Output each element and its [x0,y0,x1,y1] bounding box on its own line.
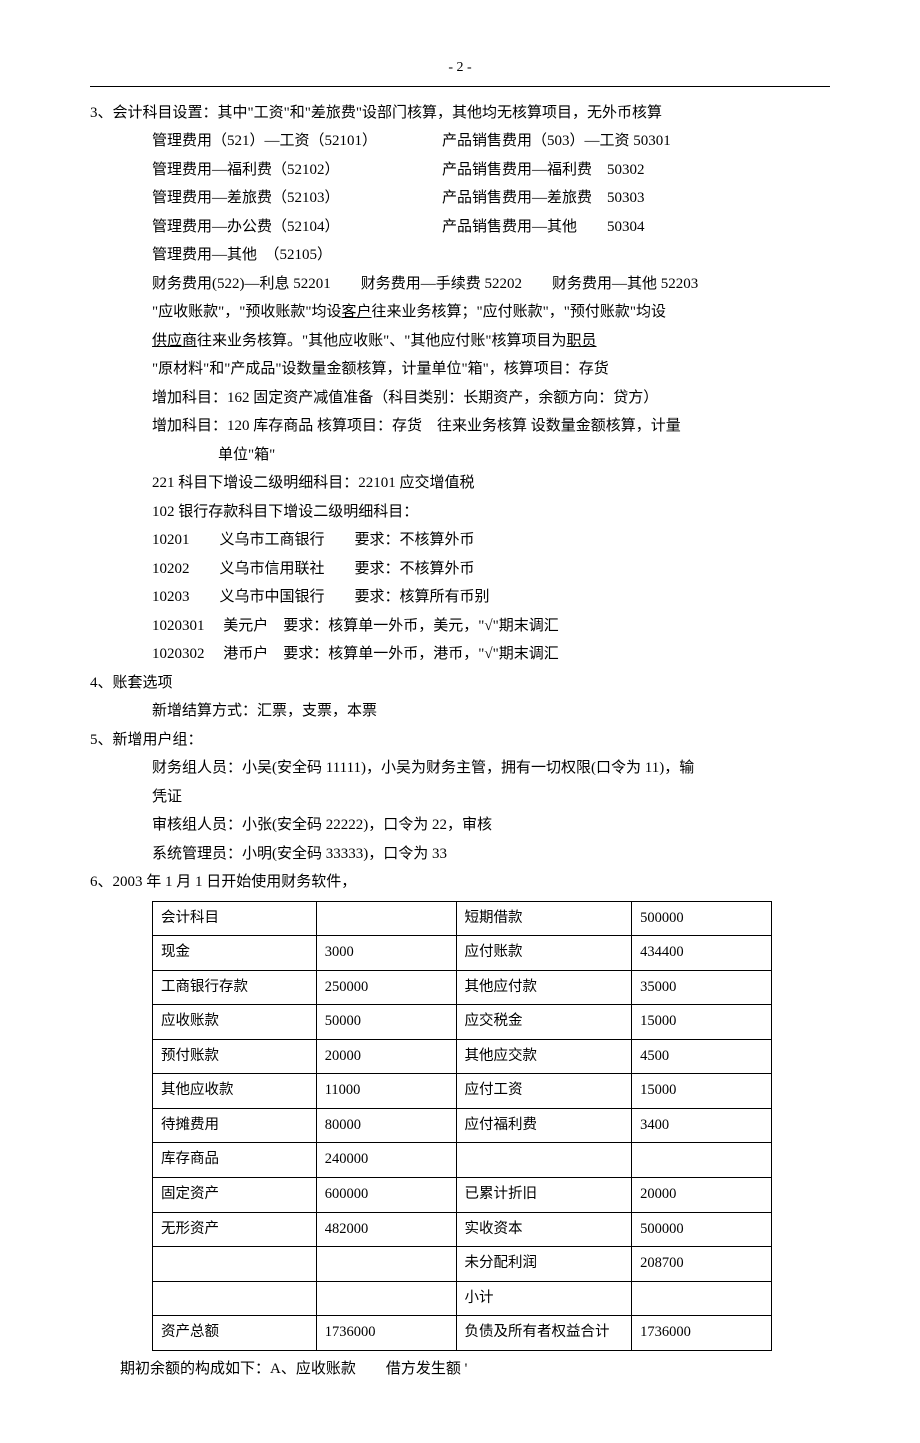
table-cell: 小计 [456,1281,632,1316]
table-cell: 600000 [316,1177,456,1212]
table-cell: 其他应交款 [456,1039,632,1074]
table-cell: 250000 [316,970,456,1005]
ar-line: "应收账款"，"预收账款"均设客户往来业务核算；"应付账款"，"预付账款"均设 [152,298,830,327]
balance-table: 会计科目短期借款500000现金3000应付账款434400工商银行存款2500… [152,901,772,1351]
raw-material-line: "原材料"和"产成品"设数量金额核算，计量单位"箱"，核算项目：存货 [152,355,830,384]
table-cell: 资产总额 [153,1316,317,1351]
table-cell: 应付工资 [456,1074,632,1109]
table-row: 预付账款20000其他应交款4500 [153,1039,772,1074]
table-cell: 工商银行存款 [153,970,317,1005]
table-row: 无形资产482000实收资本500000 [153,1212,772,1247]
table-cell: 未分配利润 [456,1247,632,1282]
table-cell: 20000 [316,1039,456,1074]
table-row: 小计 [153,1281,772,1316]
table-row: 库存商品240000 [153,1143,772,1178]
table-cell: 3400 [632,1108,772,1143]
table-cell [632,1143,772,1178]
section-3-title: 3、会计科目设置：其中"工资"和"差旅费"设部门核算，其他均无核算项目，无外币核… [90,99,830,128]
table-cell: 80000 [316,1108,456,1143]
table-row: 应收账款50000应交税金15000 [153,1005,772,1040]
table-cell [456,1143,632,1178]
s5-l3: 系统管理员：小明(安全码 33333)，口令为 33 [90,840,830,869]
table-cell: 应付福利费 [456,1108,632,1143]
table-cell: 500000 [632,1212,772,1247]
supplier-line: 供应商往来业务核算。"其他应收账"、"其他应付账"核算项目为职员 [152,327,830,356]
table-cell: 434400 [632,936,772,971]
table-row: 工商银行存款250000其他应付款35000 [153,970,772,1005]
table-cell [153,1247,317,1282]
bank-1: 10202 义乌市信用联社 要求：不核算外币 [152,555,830,584]
table-cell: 1736000 [316,1316,456,1351]
opening-balance-footer: 期初余额的构成如下：A、应收账款 借方发生额 ' [90,1355,830,1384]
table-row: 其他应收款11000应付工资15000 [153,1074,772,1109]
table-cell: 现金 [153,936,317,971]
table-cell: 会计科目 [153,901,317,936]
table-cell: 15000 [632,1005,772,1040]
section-4-line: 新增结算方式：汇票，支票，本票 [90,697,830,726]
table-cell: 应付账款 [456,936,632,971]
table-cell: 208700 [632,1247,772,1282]
section-4-title: 4、账套选项 [90,669,830,698]
table-cell [316,901,456,936]
sub-221: 221 科目下增设二级明细科目：22101 应交增值税 [152,469,830,498]
add-162: 增加科目：162 固定资产减值准备（科目类别：长期资产，余额方向：贷方） [152,384,830,413]
bank-2: 10203 义乌市中国银行 要求：核算所有币别 [152,583,830,612]
table-cell: 482000 [316,1212,456,1247]
table-cell: 负债及所有者权益合计 [456,1316,632,1351]
table-row: 待摊费用80000应付福利费3400 [153,1108,772,1143]
table-cell: 应收账款 [153,1005,317,1040]
table-cell: 其他应收款 [153,1074,317,1109]
section-6-title: 6、2003 年 1 月 1 日开始使用财务软件， [90,868,830,897]
table-row: 会计科目 短期借款500000 [153,901,772,936]
table-cell: 应交税金 [456,1005,632,1040]
table-cell: 固定资产 [153,1177,317,1212]
table-cell: 1736000 [632,1316,772,1351]
table-cell: 待摊费用 [153,1108,317,1143]
table-row: 未分配利润208700 [153,1247,772,1282]
table-cell [632,1281,772,1316]
table-cell: 其他应付款 [456,970,632,1005]
table-cell: 15000 [632,1074,772,1109]
table-cell: 预付账款 [153,1039,317,1074]
table-cell: 11000 [316,1074,456,1109]
header-rule [90,86,830,87]
s5-l1b: 凭证 [90,783,830,812]
table-cell: 35000 [632,970,772,1005]
table-cell [316,1247,456,1282]
page-number: - 2 - [90,55,830,82]
sub-102: 102 银行存款科目下增设二级明细科目： [152,498,830,527]
table-row: 固定资产600000已累计折旧20000 [153,1177,772,1212]
table-row: 资产总额1736000负债及所有者权益合计1736000 [153,1316,772,1351]
table-cell: 20000 [632,1177,772,1212]
bank-3: 1020301 美元户 要求：核算单一外币，美元，"√"期末调汇 [152,612,830,641]
add-120-a: 增加科目：120 库存商品 核算项目：存货 往来业务核算 设数量金额核算，计量 [152,412,830,441]
table-cell: 50000 [316,1005,456,1040]
table-cell: 已累计折旧 [456,1177,632,1212]
table-cell: 240000 [316,1143,456,1178]
add-120-b: 单位"箱" [90,441,830,470]
finance-fee-row: 财务费用(522)—利息 52201 财务费用—手续费 52202 财务费用—其… [152,270,830,299]
s5-l1a: 财务组人员：小吴(安全码 11111)，小吴为财务主管，拥有一切权限(口令为 1… [90,754,830,783]
bank-4: 1020302 港币户 要求：核算单一外币，港币，"√"期末调汇 [152,640,830,669]
table-cell: 库存商品 [153,1143,317,1178]
table-cell [316,1281,456,1316]
table-cell [153,1281,317,1316]
table-cell: 3000 [316,936,456,971]
table-cell: 4500 [632,1039,772,1074]
s5-l2: 审核组人员：小张(安全码 22222)，口令为 22，审核 [90,811,830,840]
account-pairs: 管理费用（521）—工资（52101）产品销售费用（503）—工资 50301 … [90,127,830,441]
table-row: 现金3000应付账款434400 [153,936,772,971]
section-5-title: 5、新增用户组： [90,726,830,755]
table-cell: 实收资本 [456,1212,632,1247]
table-cell: 500000 [632,901,772,936]
bank-0: 10201 义乌市工商银行 要求：不核算外币 [152,526,830,555]
table-cell: 短期借款 [456,901,632,936]
table-cell: 无形资产 [153,1212,317,1247]
